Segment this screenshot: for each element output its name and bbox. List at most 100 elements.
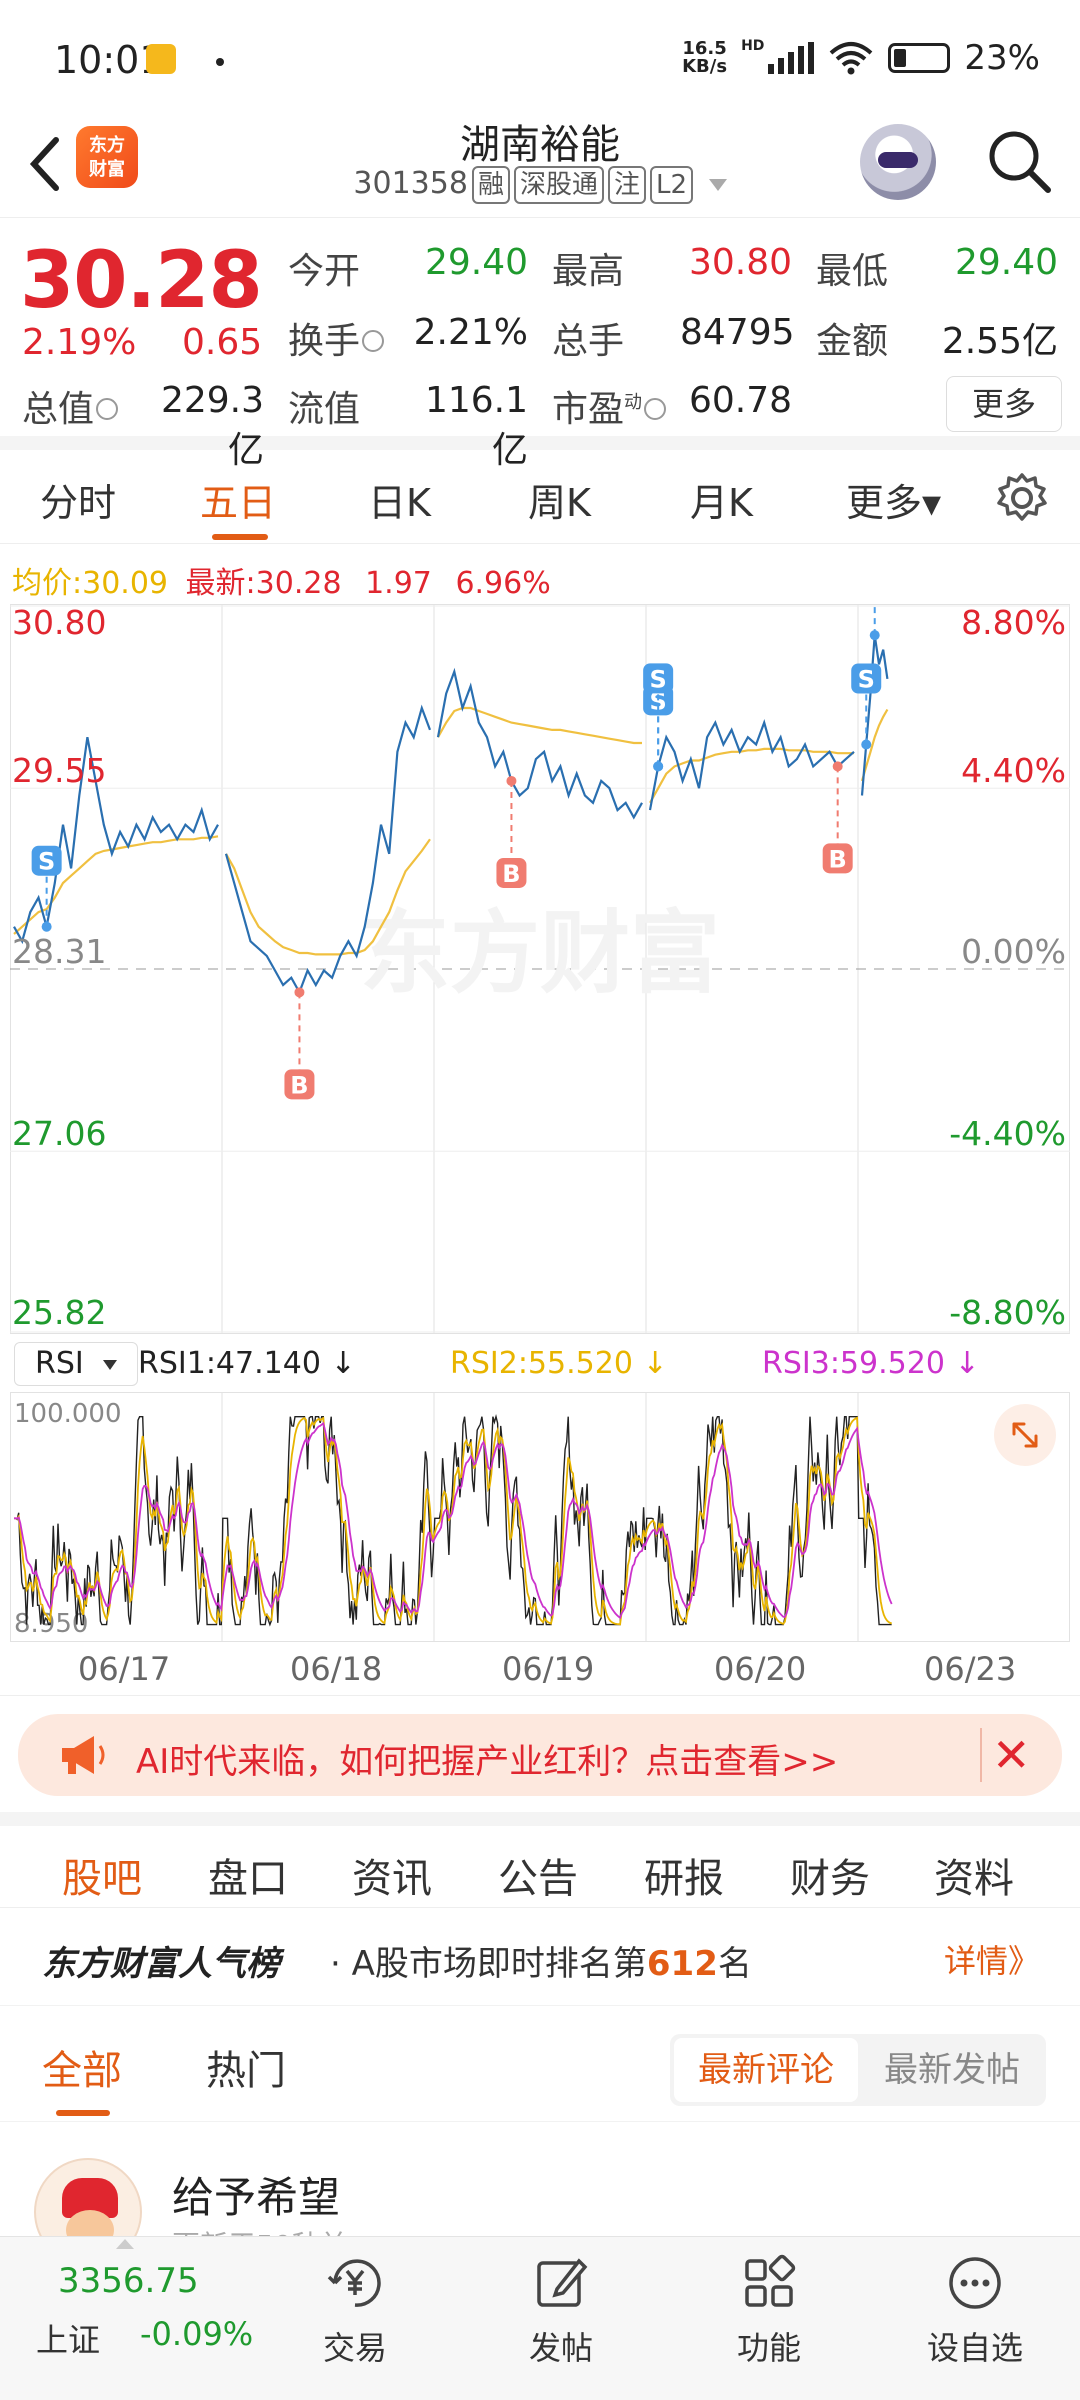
rsi1-text: RSI1:47.140 [138, 1346, 321, 1381]
post-label: 发帖 [528, 2329, 593, 2367]
low-value: 29.40 [954, 242, 1058, 283]
stock-name: 湖南裕能 [460, 122, 620, 168]
more-button[interactable]: 更多 [946, 376, 1062, 432]
filter-hot[interactable]: 热门 [206, 2048, 286, 2094]
volume-value: 84795 [680, 312, 795, 353]
search-icon[interactable] [986, 128, 1052, 194]
functions-button[interactable]: 功能 [694, 2251, 844, 2369]
edit-icon [537, 2258, 588, 2307]
buy-marker [822, 843, 853, 874]
popularity-rank[interactable]: 东方财富人气榜 · A股市场即时排名第612名 详情》 [0, 1908, 1080, 2006]
add-watchlist-button[interactable]: 设自选 [900, 2251, 1050, 2369]
date-label: 06/17 [78, 1650, 171, 1688]
post-button[interactable]: 发帖 [486, 2251, 636, 2369]
avg-line [649, 747, 854, 804]
section-tabs: 股吧 盘口 资讯 公告 研报 财务 资料 [0, 1812, 1080, 1908]
turnover-label: 换手 [288, 312, 385, 364]
post-author[interactable]: 给予希望 [172, 2173, 341, 2222]
rsi1-line [14, 1414, 892, 1627]
tab-forum[interactable]: 股吧 [62, 1856, 142, 1902]
y-axis-label-right: -4.40% [949, 1114, 1066, 1153]
tab-more[interactable]: 更多▾ [846, 481, 942, 525]
index-name: 上证 [36, 2321, 101, 2359]
trade-label: 交易 [322, 2329, 387, 2367]
megaphone-icon [62, 1736, 105, 1774]
functions-label: 功能 [736, 2329, 801, 2367]
pe-sup: 动 [624, 392, 643, 413]
expand-chart-button[interactable] [994, 1404, 1056, 1466]
close-icon[interactable]: ✕ [980, 1728, 1031, 1782]
tab-research[interactable]: 研报 [644, 1856, 724, 1902]
quote-panel: 30.28 2.19% 0.65 今开 29.40 最高 30.80 最低 29… [0, 218, 1080, 471]
y-axis-label-left: 30.80 [12, 604, 106, 642]
ai-assistant-icon[interactable] [860, 124, 936, 200]
wifi-icon [830, 42, 873, 75]
tab-orderbook[interactable]: 盘口 [208, 1856, 288, 1902]
stock-subtitle[interactable]: 301358 融深股通注 L2 [0, 166, 1080, 204]
back-button[interactable] [16, 124, 76, 204]
open-value: 29.40 [424, 242, 528, 283]
battery-icon [888, 43, 951, 73]
tab-news[interactable]: 资讯 [352, 1856, 432, 1902]
speed-unit: KB/s [682, 56, 728, 77]
trade-button[interactable]: 交易 [280, 2251, 430, 2369]
high-label: 最高 [552, 251, 625, 292]
change-value: 0.65 [182, 322, 263, 363]
tag-connect: 深股通 [513, 166, 604, 204]
marker-point [653, 761, 664, 772]
rsi3-text: RSI3:59.520 [762, 1346, 945, 1381]
tab-profile[interactable]: 资料 [934, 1856, 1014, 1902]
promo-banner[interactable]: AI时代来临，如何把握产业红利？点击查看>> ✕ [18, 1714, 1062, 1796]
down-arrow-icon: ↓ [330, 1346, 356, 1381]
high-value: 30.80 [688, 242, 792, 283]
chart-watermark: 东方财富 [360, 901, 720, 1006]
date-label: 06/18 [290, 1650, 383, 1688]
tab-financials[interactable]: 财务 [790, 1856, 870, 1902]
avatar[interactable] [34, 2158, 142, 2242]
tab-daily-k[interactable]: 日K [368, 481, 431, 525]
sell-marker [851, 663, 882, 694]
rsi-selector[interactable]: RSI [14, 1342, 138, 1386]
pe-label-text: 市盈 [552, 389, 625, 430]
tab-monthly-k[interactable]: 月K [690, 481, 753, 525]
logo-line2: 财富 [89, 159, 125, 180]
rsi1-value: RSI1:47.140 ↓ [138, 1346, 356, 1381]
rank-detail-link[interactable]: 详情》 [944, 1942, 1041, 1980]
speed-value: 16.5 [682, 38, 727, 59]
info-icon[interactable] [96, 398, 119, 420]
latest-change-pct: 6.96% [455, 566, 551, 601]
sort-toggle: 最新评论 最新发帖 [670, 2034, 1046, 2106]
stock-code: 301358 [353, 166, 468, 201]
status-bar: 10:01 16.5 KB/s HD 23% [0, 0, 1080, 110]
price-line [436, 667, 643, 820]
info-icon[interactable] [362, 330, 385, 352]
gear-icon[interactable] [996, 472, 1048, 524]
tab-weekly-k[interactable]: 周K [528, 481, 591, 525]
y-axis-label-left: 25.82 [12, 1293, 106, 1332]
open-label: 今开 [288, 251, 361, 292]
app-logo: 东方 财富 [76, 126, 138, 188]
stock-header: 东方 财富 湖南裕能 301358 融深股通注 L2 [0, 110, 1080, 218]
turnover-value: 2.21% [413, 312, 528, 353]
tab-announcements[interactable]: 公告 [498, 1856, 578, 1902]
amount-value: 2.55亿 [941, 321, 1058, 362]
low-label: 最低 [816, 251, 889, 292]
total-value-label: 总值 [22, 380, 119, 432]
filter-all[interactable]: 全部 [42, 2048, 122, 2094]
sort-latest-post[interactable]: 最新发帖 [884, 2050, 1020, 2090]
price-line [224, 704, 432, 995]
date-label: 06/19 [502, 1650, 595, 1688]
dropdown-icon [103, 1359, 118, 1370]
post-filter: 全部 热门 最新评论 最新发帖 [0, 2006, 1080, 2122]
tab-intraday[interactable]: 分时 [40, 481, 117, 525]
post-item[interactable]: 给予希望 更新于50秒前 [0, 2122, 1080, 2242]
index-change: -0.09% [140, 2315, 254, 2353]
sort-latest-comment[interactable]: 最新评论 [674, 2038, 858, 2102]
index-value: 3356.75 [58, 2261, 199, 2301]
five-day-price-chart[interactable]: 东方财富SBBSSBSS30.808.80%29.554.40%28.310.0… [10, 604, 1070, 1334]
tab-five-day[interactable]: 五日 [200, 481, 277, 525]
logo-line1: 东方 [89, 135, 125, 156]
info-icon[interactable] [644, 398, 667, 420]
volume-label: 总手 [552, 321, 625, 362]
